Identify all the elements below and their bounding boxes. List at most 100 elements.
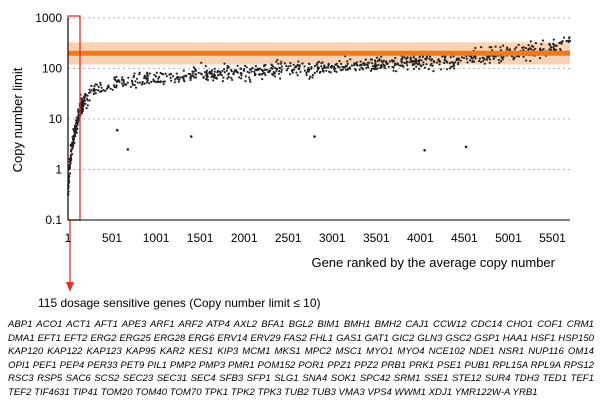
data-point — [173, 81, 176, 84]
data-point — [487, 56, 490, 59]
data-point — [230, 68, 233, 71]
data-point — [366, 63, 369, 67]
outlier-point — [423, 148, 426, 152]
data-point — [99, 81, 102, 84]
data-point — [148, 82, 151, 85]
data-point — [445, 68, 449, 71]
data-point — [277, 62, 280, 65]
data-point — [488, 58, 491, 61]
data-point — [248, 76, 251, 79]
data-point — [264, 63, 267, 67]
data-point — [380, 55, 383, 58]
data-point — [349, 58, 352, 61]
data-point — [208, 70, 211, 73]
data-point — [321, 67, 324, 70]
data-point — [338, 66, 341, 69]
data-point — [329, 71, 332, 74]
data-point — [482, 56, 485, 60]
x-tick-label: 1 — [65, 231, 72, 245]
data-point — [522, 46, 525, 49]
data-point — [216, 70, 219, 73]
data-point — [390, 59, 394, 62]
data-point — [136, 81, 139, 84]
data-point — [450, 61, 453, 64]
data-point — [563, 36, 566, 39]
data-point — [262, 71, 265, 74]
data-point — [93, 89, 96, 92]
data-point — [342, 65, 345, 68]
data-point — [394, 56, 397, 60]
data-point — [254, 65, 257, 68]
data-point — [286, 67, 289, 70]
data-point — [150, 80, 153, 83]
data-point — [559, 41, 562, 44]
data-point — [240, 74, 243, 77]
data-point — [236, 64, 239, 67]
data-point — [396, 62, 399, 65]
data-point — [471, 57, 474, 60]
data-point — [246, 70, 249, 73]
data-point — [194, 73, 197, 76]
data-point — [191, 74, 194, 78]
data-point — [480, 60, 483, 64]
data-point — [365, 66, 368, 70]
data-point — [552, 42, 555, 46]
data-point — [377, 63, 380, 66]
data-point — [517, 43, 520, 47]
data-point — [307, 62, 311, 65]
data-point — [104, 89, 107, 93]
data-point — [205, 78, 208, 81]
data-point — [432, 59, 435, 63]
data-point — [552, 47, 556, 51]
data-point — [554, 48, 558, 52]
data-point — [369, 69, 373, 72]
data-point — [90, 89, 93, 92]
data-point — [213, 73, 216, 76]
data-point — [366, 61, 370, 64]
data-point — [443, 58, 446, 62]
data-point — [315, 70, 319, 73]
data-point — [169, 76, 172, 79]
data-point — [532, 49, 535, 52]
data-point — [248, 78, 251, 81]
data-point — [403, 61, 406, 64]
data-point — [438, 63, 441, 66]
data-point — [153, 73, 156, 76]
data-point — [425, 58, 428, 61]
data-point — [82, 96, 85, 99]
data-point — [227, 76, 230, 79]
data-point — [279, 77, 282, 80]
data-point — [227, 66, 230, 69]
data-point — [333, 70, 336, 73]
data-point — [335, 62, 338, 65]
data-point — [223, 71, 226, 74]
data-point — [177, 75, 180, 78]
data-point — [86, 104, 89, 107]
data-point — [412, 56, 415, 59]
data-point — [120, 78, 123, 81]
data-point — [298, 64, 301, 67]
y-tick-label: 1 — [55, 163, 62, 177]
data-point — [130, 85, 133, 88]
data-point — [146, 73, 149, 76]
data-point — [93, 85, 96, 88]
data-point — [438, 59, 441, 62]
data-point — [132, 75, 135, 78]
data-point — [448, 62, 451, 65]
data-point — [494, 55, 497, 58]
data-point — [270, 64, 273, 67]
data-point — [439, 68, 443, 71]
data-point — [278, 66, 281, 69]
data-point — [121, 76, 124, 79]
data-point — [76, 123, 79, 126]
data-point — [418, 62, 421, 65]
data-point — [529, 40, 532, 43]
data-point — [95, 83, 98, 86]
data-point — [512, 58, 515, 61]
outlier-point — [189, 135, 193, 138]
data-point — [453, 67, 456, 70]
data-point — [490, 46, 493, 49]
data-point — [409, 57, 412, 60]
data-point — [141, 80, 144, 84]
